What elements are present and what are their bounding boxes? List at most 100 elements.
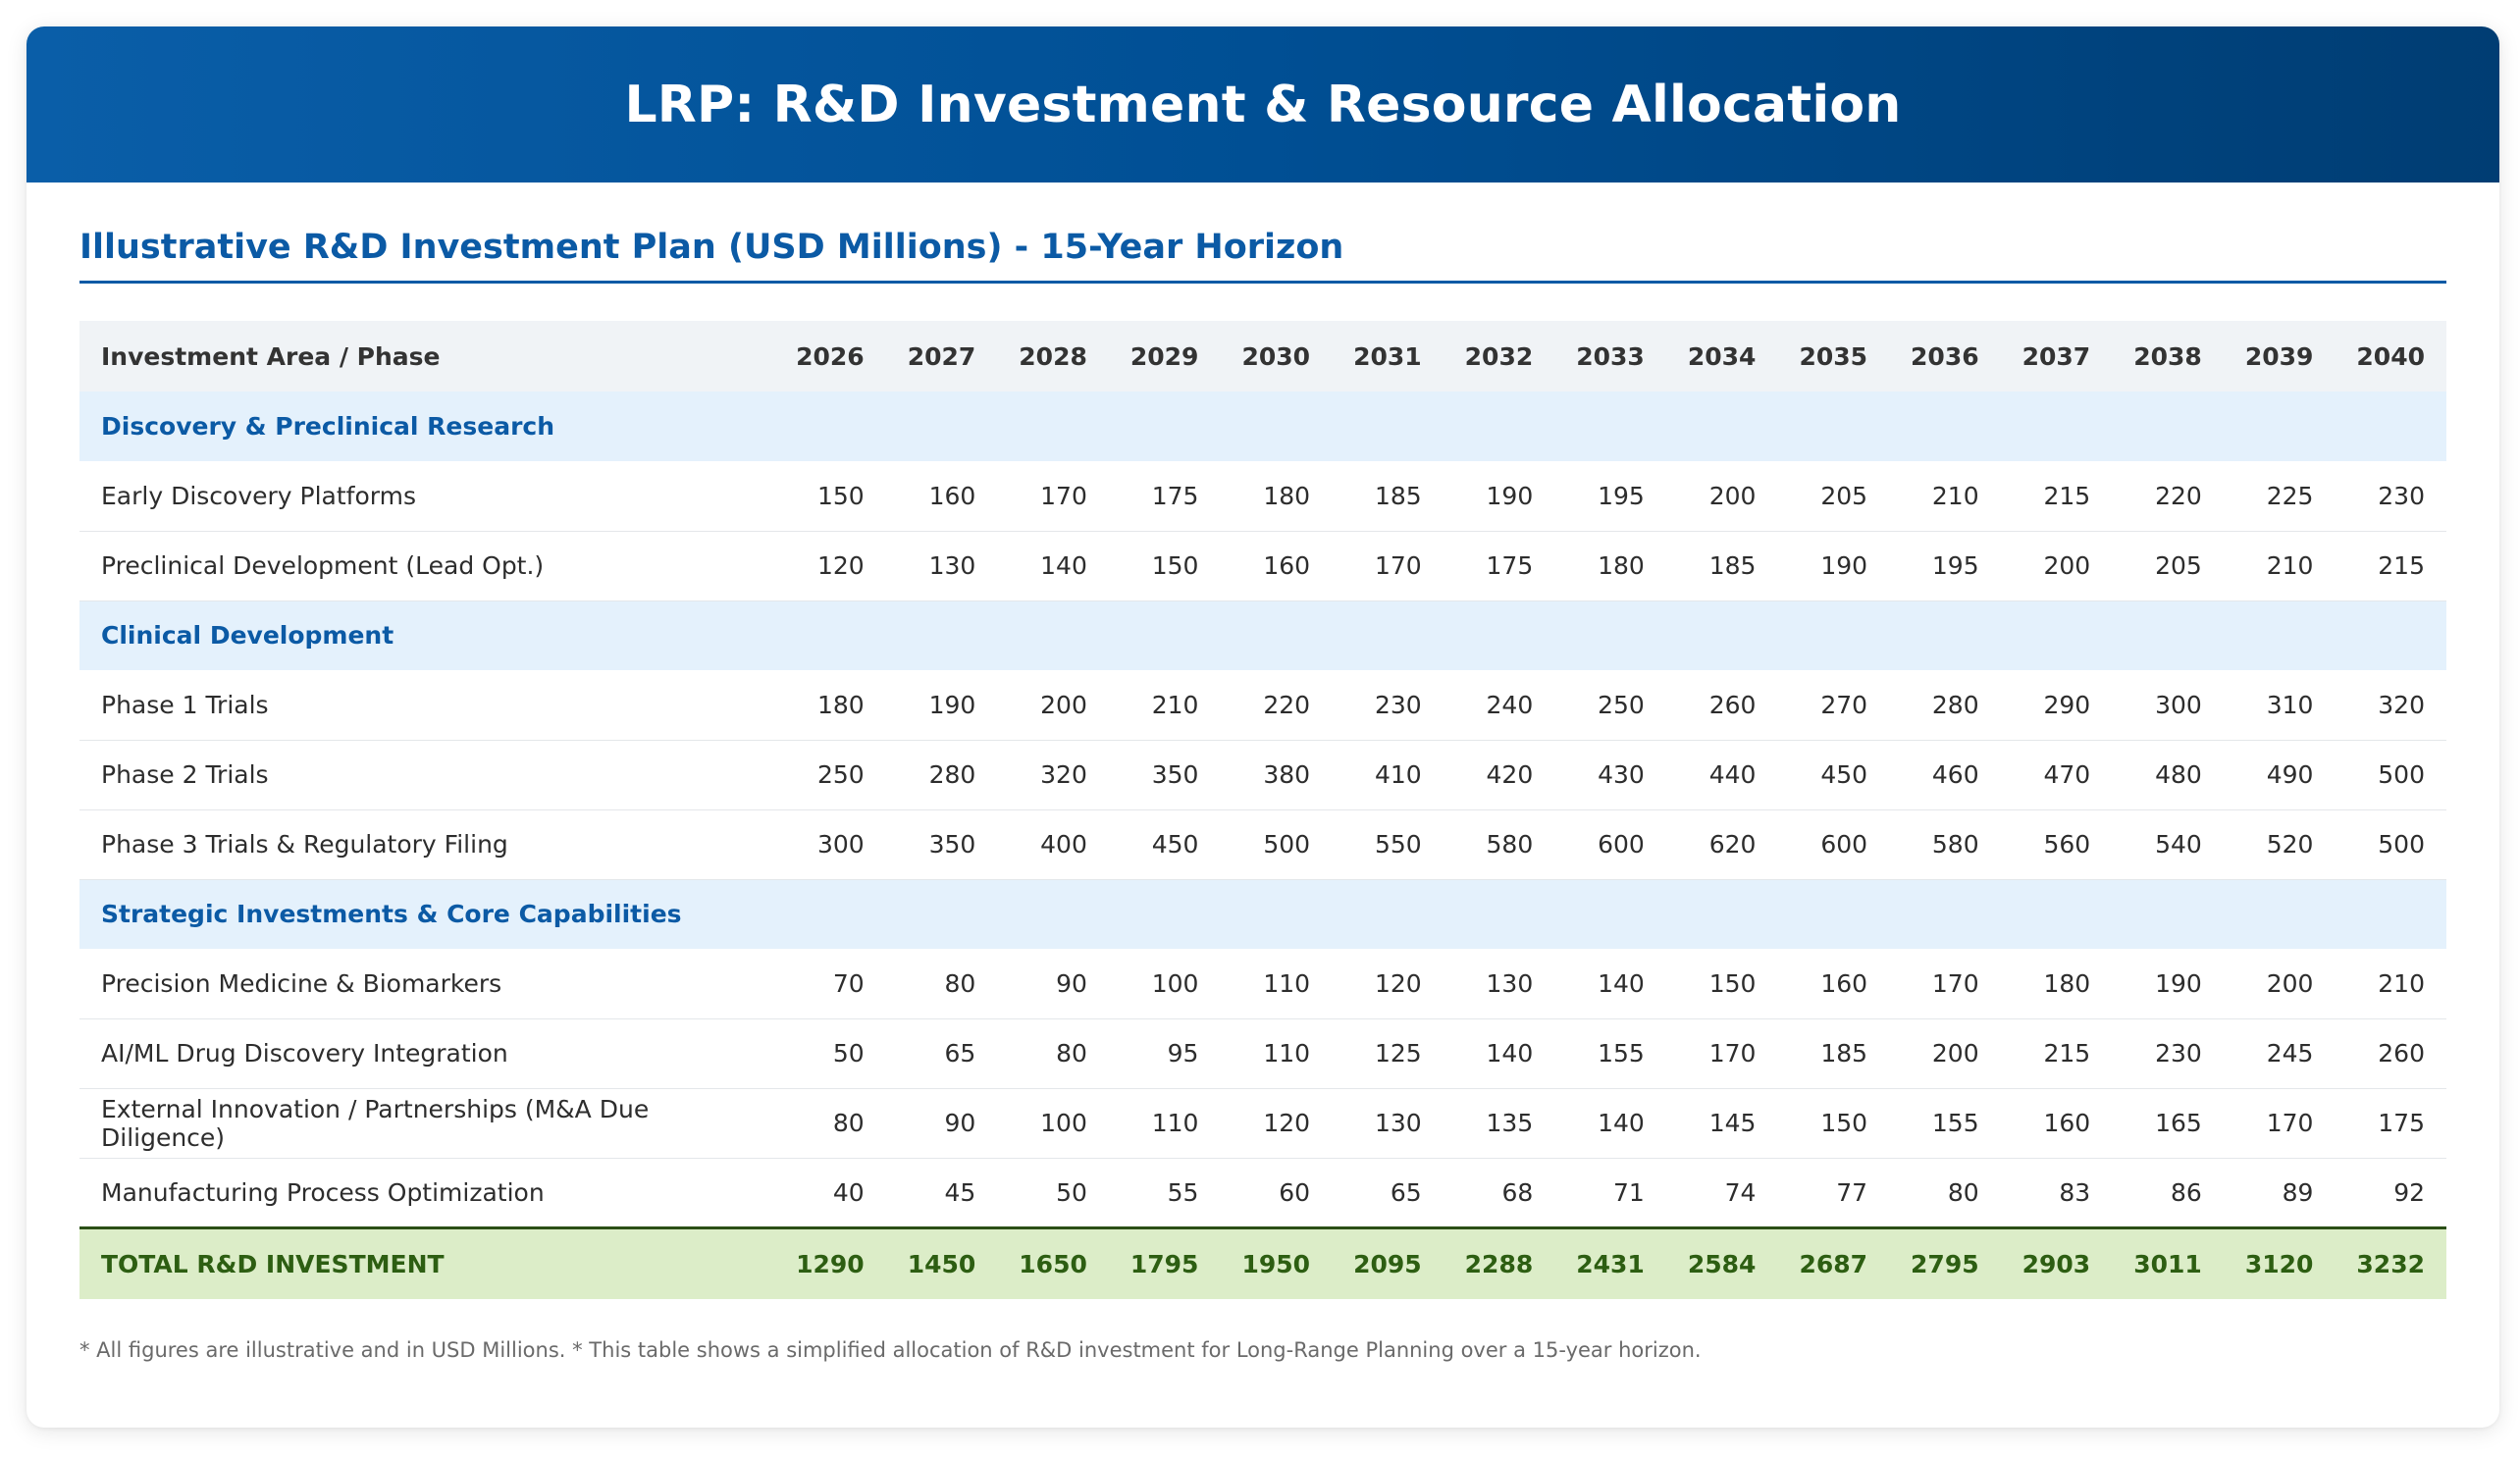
table-cell: 45 bbox=[885, 1158, 998, 1228]
table-cell: 280 bbox=[885, 740, 998, 810]
table-cell: 165 bbox=[2112, 1088, 2224, 1159]
total-row: TOTAL R&D INVESTMENT 1290 1450 1650 1795 1950… bbox=[79, 1225, 2446, 1299]
total-cell: 3011 bbox=[2112, 1225, 2224, 1299]
table-cell: 175 bbox=[1443, 531, 1555, 601]
column-header-year: 2039 bbox=[2223, 321, 2336, 391]
table-cell: 185 bbox=[1777, 1018, 1890, 1089]
section-title: Discovery & Preclinical Research bbox=[79, 391, 2446, 461]
total-cell: 2095 bbox=[1332, 1225, 1444, 1299]
table-cell: 135 bbox=[1443, 1088, 1555, 1159]
table-cell: 230 bbox=[2335, 461, 2446, 532]
investment-table: Investment Area / Phase 2026 2027 2028 2029… bbox=[79, 321, 2446, 1299]
row-label: Preclinical Development (Lead Opt.) bbox=[79, 531, 775, 601]
total-label: TOTAL R&D INVESTMENT bbox=[79, 1225, 775, 1299]
table-cell: 380 bbox=[1220, 740, 1333, 810]
footnote: * All figures are illustrative and in US… bbox=[79, 1338, 1702, 1362]
column-header-year: 2027 bbox=[885, 321, 998, 391]
section-title: Strategic Investments & Core Capabilitie… bbox=[79, 879, 2446, 949]
table-row: Early Discovery Platforms 150 160 170 175 180… bbox=[79, 461, 2446, 532]
table-cell: 410 bbox=[1332, 740, 1444, 810]
section-row: Strategic Investments & Core Capabilitie… bbox=[79, 879, 2446, 949]
table-cell: 260 bbox=[1665, 670, 1778, 741]
table-cell: 210 bbox=[2335, 949, 2446, 1019]
table-cell: 205 bbox=[1777, 461, 1890, 532]
table-cell: 400 bbox=[997, 809, 1109, 880]
table-cell: 600 bbox=[1777, 809, 1890, 880]
table-cell: 500 bbox=[1220, 809, 1333, 880]
column-header-year: 2037 bbox=[2000, 321, 2113, 391]
section-row: Discovery & Preclinical Research bbox=[79, 391, 2446, 461]
report-card: LRP: R&D Investment & Resource Allocatio… bbox=[26, 26, 2499, 1428]
table-cell: 95 bbox=[1108, 1018, 1221, 1089]
table-header: Investment Area / Phase 2026 2027 2028 2029… bbox=[79, 321, 2446, 391]
table-cell: 180 bbox=[2000, 949, 2113, 1019]
table-cell: 120 bbox=[1220, 1088, 1333, 1159]
table-cell: 83 bbox=[2000, 1158, 2113, 1228]
table-cell: 450 bbox=[1108, 809, 1221, 880]
total-cell: 2431 bbox=[1554, 1225, 1666, 1299]
column-header-year: 2028 bbox=[997, 321, 1109, 391]
table-cell: 560 bbox=[2000, 809, 2113, 880]
table-cell: 500 bbox=[2335, 809, 2446, 880]
table-cell: 300 bbox=[774, 809, 886, 880]
table-cell: 230 bbox=[2112, 1018, 2224, 1089]
row-label: Manufacturing Process Optimization bbox=[79, 1158, 775, 1228]
table-cell: 80 bbox=[997, 1018, 1109, 1089]
table-row: External Innovation / Partnerships (M&A … bbox=[79, 1088, 2446, 1159]
table-cell: 140 bbox=[1554, 1088, 1666, 1159]
section-row: Clinical Development bbox=[79, 600, 2446, 670]
column-header-year: 2040 bbox=[2335, 321, 2446, 391]
table-cell: 320 bbox=[2335, 670, 2446, 741]
table-cell: 100 bbox=[997, 1088, 1109, 1159]
column-header-year: 2030 bbox=[1220, 321, 1333, 391]
table-cell: 180 bbox=[1220, 461, 1333, 532]
table-cell: 185 bbox=[1665, 531, 1778, 601]
table-cell: 130 bbox=[885, 531, 998, 601]
table-cell: 68 bbox=[1443, 1158, 1555, 1228]
table-cell: 150 bbox=[1665, 949, 1778, 1019]
table-cell: 180 bbox=[774, 670, 886, 741]
table-cell: 65 bbox=[885, 1018, 998, 1089]
column-header-year: 2032 bbox=[1443, 321, 1555, 391]
table-cell: 190 bbox=[1777, 531, 1890, 601]
table-cell: 195 bbox=[1554, 461, 1666, 532]
table-cell: 92 bbox=[2335, 1158, 2446, 1228]
table-cell: 80 bbox=[1889, 1158, 2001, 1228]
table-cell: 190 bbox=[885, 670, 998, 741]
table-cell: 195 bbox=[1889, 531, 2001, 601]
table-cell: 175 bbox=[1108, 461, 1221, 532]
table-body: Discovery & Preclinical Research Early Di… bbox=[79, 391, 2446, 1299]
page-title: LRP: R&D Investment & Resource Allocatio… bbox=[624, 75, 1902, 134]
row-label: Early Discovery Platforms bbox=[79, 461, 775, 532]
table-row: Phase 3 Trials & Regulatory Filing 300 350… bbox=[79, 809, 2446, 880]
table-cell: 450 bbox=[1777, 740, 1890, 810]
table-cell: 80 bbox=[885, 949, 998, 1019]
total-cell: 2795 bbox=[1889, 1225, 2001, 1299]
table-cell: 90 bbox=[997, 949, 1109, 1019]
table-cell: 215 bbox=[2000, 461, 2113, 532]
table-cell: 580 bbox=[1889, 809, 2001, 880]
table-row: Phase 1 Trials 180 190 200 210 220 230 240 250 26… bbox=[79, 670, 2446, 741]
table-cell: 160 bbox=[2000, 1088, 2113, 1159]
table-cell: 120 bbox=[774, 531, 886, 601]
table-row: Phase 2 Trials 250 280 320 350 380 410 420 430 44… bbox=[79, 740, 2446, 810]
table-cell: 77 bbox=[1777, 1158, 1890, 1228]
table-cell: 220 bbox=[2112, 461, 2224, 532]
table-cell: 150 bbox=[1108, 531, 1221, 601]
row-label: AI/ML Drug Discovery Integration bbox=[79, 1018, 775, 1089]
column-header-year: 2029 bbox=[1108, 321, 1221, 391]
total-cell: 2903 bbox=[2000, 1225, 2113, 1299]
table-cell: 50 bbox=[774, 1018, 886, 1089]
column-header-year: 2031 bbox=[1332, 321, 1444, 391]
table-cell: 270 bbox=[1777, 670, 1890, 741]
table-cell: 230 bbox=[1332, 670, 1444, 741]
table-cell: 130 bbox=[1332, 1088, 1444, 1159]
row-label: Precision Medicine & Biomarkers bbox=[79, 949, 775, 1019]
column-header-year: 2033 bbox=[1554, 321, 1666, 391]
table-cell: 210 bbox=[1889, 461, 2001, 532]
table-cell: 170 bbox=[2223, 1088, 2336, 1159]
table-cell: 200 bbox=[1665, 461, 1778, 532]
row-label: Phase 1 Trials bbox=[79, 670, 775, 741]
table-cell: 70 bbox=[774, 949, 886, 1019]
table-cell: 440 bbox=[1665, 740, 1778, 810]
